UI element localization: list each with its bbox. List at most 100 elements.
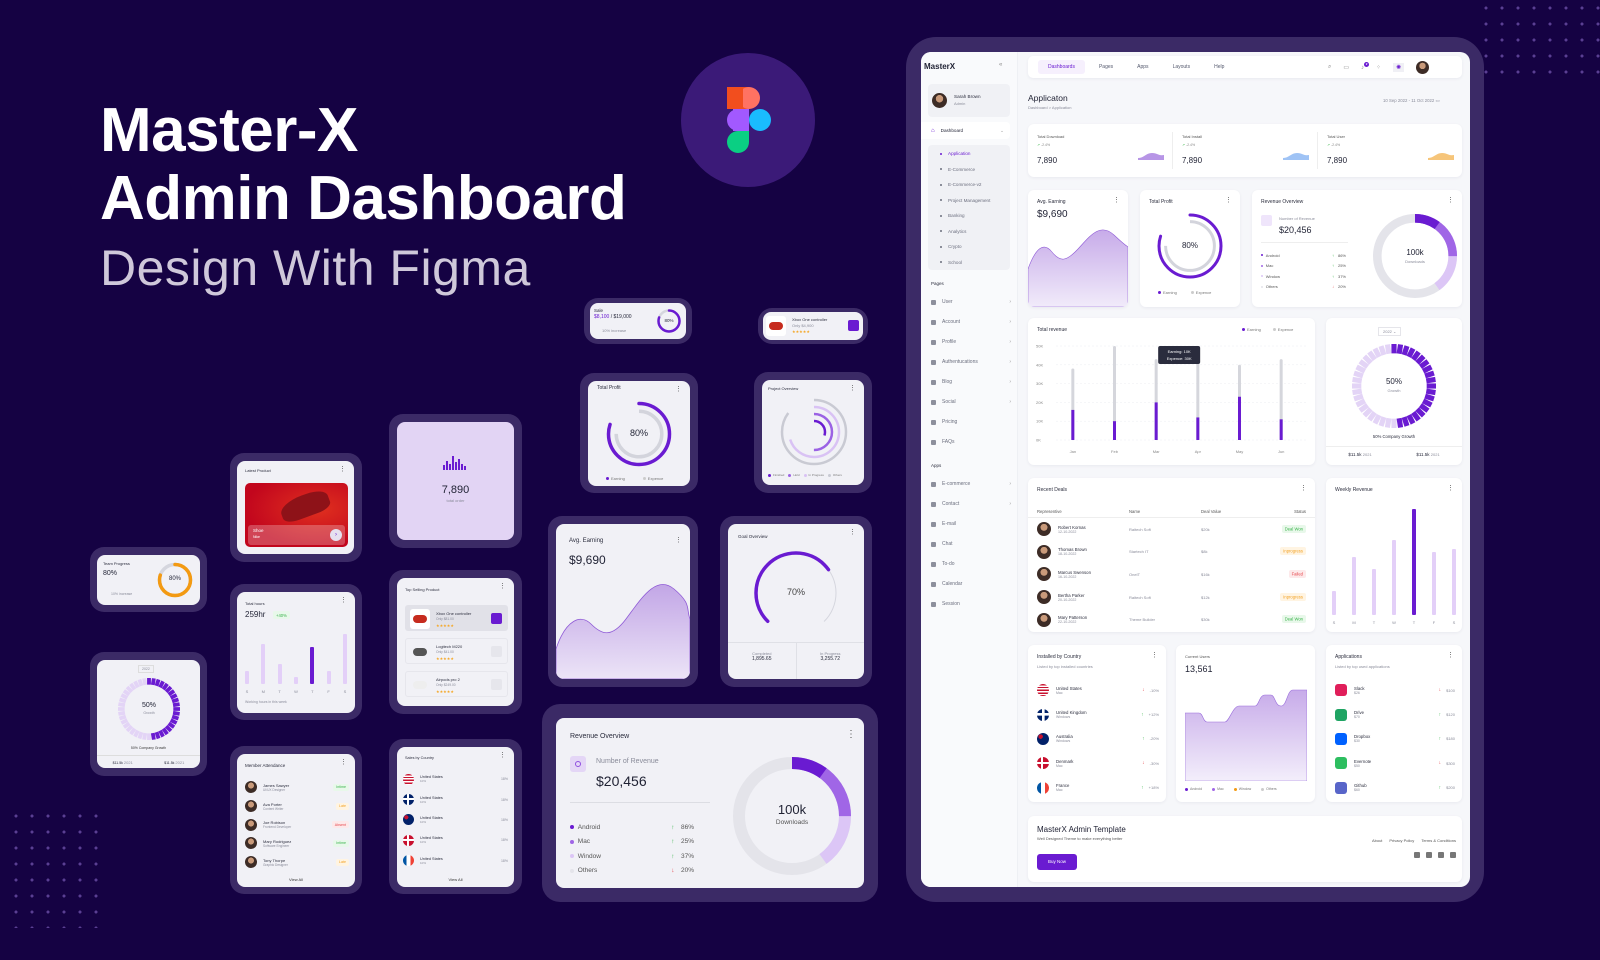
more-icon[interactable]: ⋮ [499,752,506,759]
product-item[interactable]: Logitech M220 Only $41.00 ★★★★★ [405,638,508,664]
product-item[interactable]: Xbox One controller Only $81.00 ★★★★★ [405,605,508,631]
applications-card: Applications ⋮ Listed by top used applic… [1326,645,1462,802]
submenu-item[interactable]: Application [928,146,1010,162]
deals-table: Representive Name Deal Value Status Robert K… [1028,506,1315,631]
sidebar-item[interactable]: FAQs [921,432,1011,452]
cart-button[interactable] [491,646,502,657]
more-icon[interactable]: ⋮ [339,466,346,473]
legend-dot [1261,264,1264,267]
product-item[interactable]: Airpods pro 2 Only $249.00 ★★★★★ [405,671,508,697]
submenu-item[interactable]: Project Management [928,193,1010,209]
view-all-link[interactable]: View All [448,877,463,882]
footer-link[interactable]: About [1371,838,1383,843]
table-row[interactable]: Marcus Swenson 16-10-2022 OneIT $16k Failed [1028,563,1315,586]
instagram-icon[interactable] [1438,852,1444,858]
sidebar-item[interactable]: Chat [921,534,1011,554]
cart-button[interactable] [848,320,859,331]
buy-now-button[interactable]: Buy Now [1037,854,1077,870]
breadcrumb-dashboard[interactable]: Dashboard [1028,105,1048,110]
top-tab[interactable]: Layouts [1172,64,1191,70]
sidebar-item-dashboard[interactable]: ⌂ Dashboard ⌄ [921,122,1010,139]
more-icon[interactable]: ⋮ [1300,485,1307,492]
avg-earning-area-chart [556,584,690,679]
more-icon[interactable]: ⋮ [1447,485,1454,492]
growth-segment [1353,393,1364,402]
submenu-item[interactable]: Banking [928,208,1010,224]
sidebar-item[interactable]: Calendar [921,574,1011,594]
sidebar-item[interactable]: Pricing [921,412,1011,432]
more-icon[interactable]: ⋮ [340,597,347,604]
sidebar-item[interactable]: Session [921,594,1011,614]
more-icon[interactable]: ⋮ [675,537,682,544]
top-tab[interactable]: Dashboards [1038,60,1085,74]
top-tab[interactable]: Pages [1098,64,1114,70]
more-icon[interactable]: ⋮ [1447,652,1454,659]
bell-icon[interactable]: ♪ 2 [1361,61,1370,71]
submenu-item[interactable]: School [928,255,1010,271]
next-button[interactable]: › [330,529,342,541]
facebook-icon[interactable] [1414,852,1420,858]
more-icon[interactable]: ⋮ [1151,652,1158,659]
more-icon[interactable]: ⋮ [846,729,856,740]
total-hours-card: Total hours ⋮ 259hr +40% S M T W T F S Working… [237,592,355,713]
collapse-sidebar-icon[interactable]: « [999,62,1003,68]
table-row[interactable]: Mary Patterson 22-10-2022 Theme Builder $30… [1028,608,1315,631]
sidebar-item[interactable]: Profile › [921,332,1011,352]
table-row[interactable]: Bertha Parker 20-10-2022 Raitech Soft $12k I… [1028,586,1315,609]
twitter-icon[interactable] [1426,852,1432,858]
submenu-item[interactable]: Crypto [928,239,1010,255]
card-title: Avg. Earning [569,538,604,544]
user-card[interactable]: Sarah Brown Admin [928,84,1010,117]
profile-avatar[interactable] [1416,61,1430,74]
growth-segment [164,724,173,733]
more-icon[interactable]: ⋮ [849,529,856,536]
sidebar-item[interactable]: E-mail [921,514,1011,534]
revenue-item: Android ↑ 86% [1261,250,1346,261]
sidebar-item[interactable]: E-commerce › [921,474,1011,494]
sidebar-item[interactable]: Blog › [921,372,1011,392]
top-tab[interactable]: Help [1214,64,1225,70]
nav-icon [931,439,936,445]
sidebar-item[interactable]: User › [921,292,1011,312]
date-range-picker[interactable]: 10 Sep 2022 - 11 Oct 2022 ▭ [1383,98,1440,103]
card-title: Total Profit [1149,199,1173,205]
footer-link[interactable]: Privacy Policy [1389,838,1415,843]
footer-link[interactable]: Terms & Conditions [1421,838,1456,843]
more-icon[interactable]: ⋮ [499,583,506,590]
search-icon[interactable]: ⌕ [1328,64,1332,70]
sidebar-item[interactable]: Account › [921,312,1011,332]
growth-segment [171,697,180,704]
submenu-item[interactable]: E-Commerce-v2 [928,177,1010,193]
submenu-item[interactable]: E-Commerce [928,162,1010,178]
sidebar-item[interactable]: Authentucations › [921,352,1011,372]
nav-icon [931,339,936,345]
cart-button[interactable] [491,613,502,624]
table-row[interactable]: Thomas Brown 18-10-2022 Startech IT $8k Inpr… [1028,541,1315,564]
trend-up-icon: ↗ [1037,143,1040,147]
more-icon[interactable]: ⋮ [1447,197,1454,204]
sidebar-item[interactable]: Contact › [921,494,1011,514]
bar-column: T [277,634,282,694]
more-icon[interactable]: ⋮ [340,759,347,766]
year-select[interactable]: 2022 [138,665,154,673]
table-row[interactable]: Robert Kornas 12-10-2022 Raitech Soft $20k D… [1028,518,1315,541]
more-icon[interactable]: ⋮ [1225,197,1232,204]
more-icon[interactable]: ⋮ [675,386,682,393]
message-icon[interactable]: ▭ [1343,65,1350,71]
submenu-item[interactable]: Analytics [928,224,1010,240]
cart-button[interactable] [491,679,502,690]
top-tab[interactable]: Apps [1137,64,1149,70]
theme-toggle-icon[interactable]: ✺ [1393,63,1405,72]
more-icon[interactable]: ⋮ [1113,197,1120,204]
sidebar-item[interactable]: Social › [921,392,1011,412]
apps-grid-icon[interactable]: ⁘ [1376,65,1382,71]
sidebar-item[interactable]: To-do [921,554,1011,574]
more-icon[interactable]: ⋮ [849,385,856,392]
growth-segment [1367,350,1377,362]
view-all-link[interactable]: View All [289,877,303,882]
sale-note: 10% increase [602,328,627,333]
sidebar-item-label: Dashboard [940,128,964,133]
year-select[interactable]: 2022 ⌄ [1378,327,1402,336]
linkedin-icon[interactable] [1450,852,1456,858]
avg-earning-value: $9,690 [1037,209,1068,220]
